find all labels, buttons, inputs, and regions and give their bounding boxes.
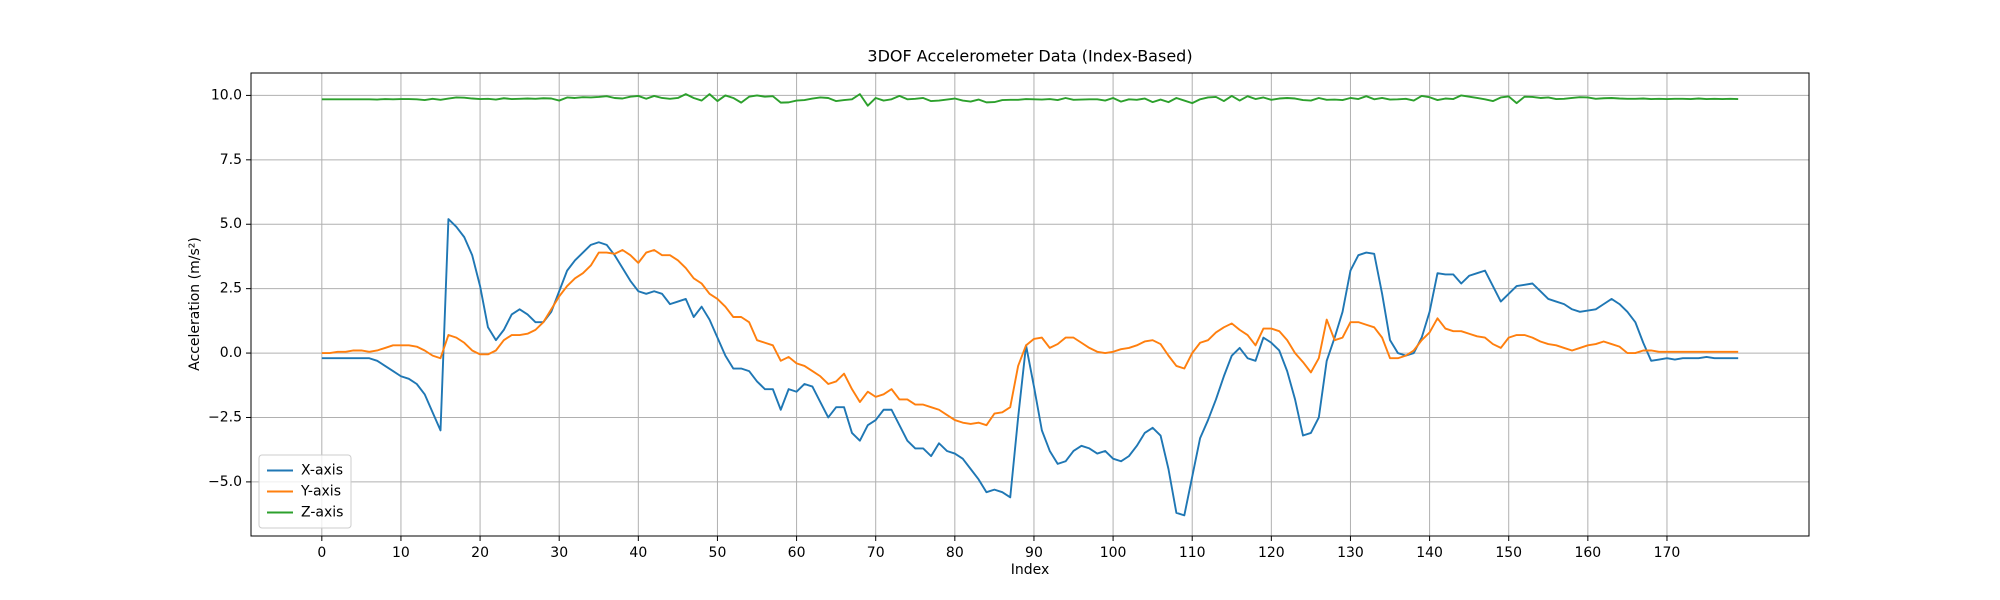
legend-label: Y-axis (300, 484, 341, 500)
x-tick-label: 100 (1100, 545, 1127, 561)
x-tick-label: 90 (1025, 545, 1043, 561)
x-tick-label: 150 (1495, 545, 1522, 561)
x-tick-label: 160 (1574, 545, 1601, 561)
x-tick-label: 50 (709, 545, 727, 561)
x-axis-label: Index (1011, 562, 1050, 578)
y-tick-label: 10.0 (211, 87, 242, 103)
legend-label: X-axis (301, 463, 343, 479)
data-line (321, 218, 1739, 517)
plot-lines (321, 93, 1739, 517)
y-tick-label: −2.5 (208, 409, 242, 425)
y-tick-label: 0.0 (220, 345, 242, 361)
y-tick-label: −5.0 (208, 474, 242, 490)
data-line (321, 249, 1739, 427)
x-tick-label: 60 (788, 545, 806, 561)
legend-label: Z-axis (301, 505, 343, 521)
legend: X-axis Y-axis Z-axis (258, 454, 352, 529)
y-tick-label: 5.0 (220, 216, 242, 232)
plot-frame (250, 72, 1810, 537)
y-tick-label: 2.5 (220, 281, 242, 297)
x-tick-label: 80 (946, 545, 964, 561)
x-tick-label: 170 (1654, 545, 1681, 561)
x-tick-label: 110 (1179, 545, 1206, 561)
x-tick-label: 40 (629, 545, 647, 561)
x-tick-label: 70 (867, 545, 885, 561)
chart-title: 3DOF Accelerometer Data (Index-Based) (867, 47, 1192, 66)
y-axis-label: Acceleration (m/s²) (187, 237, 203, 371)
x-tick-label: 140 (1416, 545, 1443, 561)
x-tick-label: 10 (392, 545, 410, 561)
legend-box (258, 454, 352, 529)
data-line (321, 93, 1739, 107)
x-tick-label: 120 (1258, 545, 1285, 561)
grid (246, 73, 1809, 541)
x-tick-label: 30 (550, 545, 568, 561)
x-tick-label: 20 (471, 545, 489, 561)
x-tick-label: 0 (317, 545, 326, 561)
x-tick-label: 130 (1337, 545, 1364, 561)
y-tick-label: 7.5 (220, 152, 242, 168)
